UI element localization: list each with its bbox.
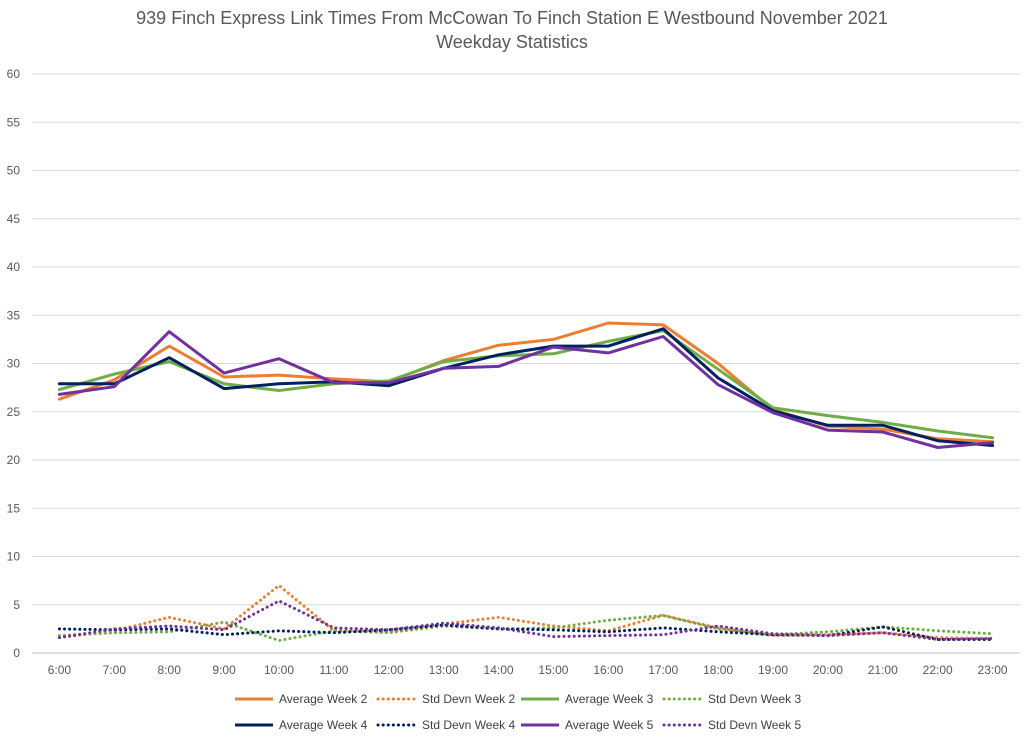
x-tick-label: 17:00: [648, 663, 678, 677]
series-line-average-week-3: [57, 329, 995, 440]
y-tick-label: 30: [7, 357, 21, 371]
y-tick-label: 0: [13, 646, 20, 660]
x-tick-label: 19:00: [758, 663, 788, 677]
y-tick-label: 50: [7, 164, 21, 178]
x-tick-label: 20:00: [813, 663, 843, 677]
legend-label: Std Devn Week 2: [422, 692, 515, 706]
x-tick-label: 14:00: [484, 663, 514, 677]
x-tick-label: 16:00: [593, 663, 623, 677]
series-line-average-week-5: [57, 330, 995, 449]
chart-title-line-2: Weekday Statistics: [436, 32, 588, 52]
x-tick-label: 18:00: [703, 663, 733, 677]
x-axis-tick-labels: 6:00 7:00 8:00 9:00 10:00 11:00 12:00 13:00 14:0…: [48, 663, 1008, 677]
chart-title: 939 Finch Express Link Times From McCowa…: [0, 6, 1024, 54]
legend-label: Average Week 5: [565, 718, 654, 732]
series-line-std-devn-week-5: [57, 599, 995, 641]
legend-item: Std Devn Week 4: [376, 718, 515, 732]
series-lines: [57, 321, 995, 642]
legend-item: Average Week 4: [235, 718, 368, 732]
x-tick-label: 10:00: [264, 663, 294, 677]
series-line-std-devn-week-4: [57, 623, 995, 641]
y-tick-label: 10: [7, 550, 21, 564]
legend-item: Average Week 3: [521, 692, 654, 706]
y-tick-label: 20: [7, 453, 21, 467]
x-tick-label: 9:00: [212, 663, 236, 677]
y-tick-label: 60: [7, 67, 21, 81]
series-line-std-devn-week-2: [57, 584, 995, 640]
y-tick-label: 25: [7, 405, 21, 419]
legend-item: Average Week 2: [235, 692, 368, 706]
legend-label: Average Week 3: [565, 692, 654, 706]
y-tick-label: 55: [7, 115, 21, 129]
legend: Average Week 2 Std Devn Week 2 Average Wee…: [235, 692, 801, 732]
legend-label: Std Devn Week 4: [422, 718, 515, 732]
x-tick-label: 23:00: [978, 663, 1008, 677]
x-tick-label: 6:00: [48, 663, 72, 677]
series-line-std-devn-week-3: [57, 613, 995, 642]
x-tick-label: 11:00: [319, 663, 348, 677]
y-tick-label: 5: [13, 598, 20, 612]
legend-item: Std Devn Week 2: [376, 692, 515, 706]
legend-item: Std Devn Week 3: [662, 692, 801, 706]
legend-label: Average Week 4: [279, 718, 368, 732]
y-tick-label: 45: [7, 212, 21, 226]
x-tick-label: 15:00: [538, 663, 568, 677]
x-tick-label: 8:00: [158, 663, 182, 677]
x-tick-label: 22:00: [923, 663, 953, 677]
y-tick-label: 35: [7, 308, 21, 322]
y-axis-tick-labels: 0 5 10 15 20 25 30 35 40 45 50 55 60: [7, 67, 21, 660]
legend-label: Std Devn Week 3: [708, 692, 801, 706]
y-tick-label: 15: [7, 501, 21, 515]
gridlines: [32, 73, 1020, 654]
chart-title-line-1: 939 Finch Express Link Times From McCowa…: [136, 8, 888, 28]
series-line-average-week-4: [57, 327, 995, 447]
y-tick-label: 40: [7, 260, 21, 274]
legend-label: Average Week 2: [279, 692, 368, 706]
x-tick-label: 13:00: [429, 663, 459, 677]
x-tick-label: 7:00: [103, 663, 127, 677]
legend-item: Average Week 5: [521, 718, 654, 732]
x-tick-label: 12:00: [374, 663, 404, 677]
x-tick-label: 21:00: [868, 663, 898, 677]
legend-item: Std Devn Week 5: [662, 718, 801, 732]
legend-label: Std Devn Week 5: [708, 718, 801, 732]
